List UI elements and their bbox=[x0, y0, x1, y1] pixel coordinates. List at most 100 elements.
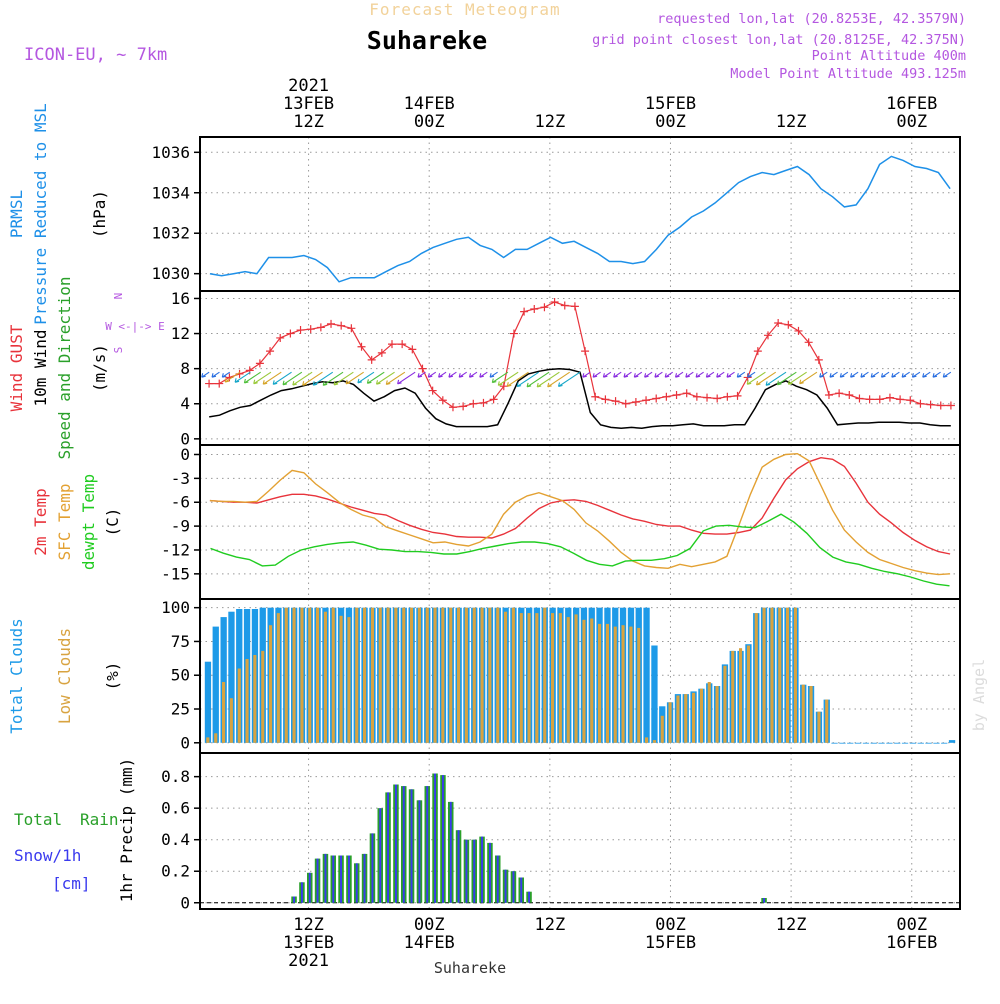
wind-direction-arrow bbox=[312, 371, 334, 386]
low-cloud-bar bbox=[558, 613, 562, 743]
y-tick-label: 75 bbox=[171, 632, 190, 651]
low-cloud-bar bbox=[363, 607, 367, 743]
y-tick-label: 1030 bbox=[151, 264, 190, 283]
total-cloud-bar bbox=[839, 742, 846, 744]
snow-bar bbox=[449, 801, 452, 903]
y-tick-label: 0 bbox=[180, 733, 190, 752]
low-cloud-bar bbox=[222, 682, 226, 743]
gust-marker bbox=[591, 392, 600, 401]
snow-bar bbox=[504, 869, 507, 903]
wind-direction-arrow bbox=[592, 371, 601, 378]
y-tick-label: -3 bbox=[171, 469, 190, 488]
wind-direction-arrow bbox=[654, 371, 663, 378]
panel-frame bbox=[199, 290, 961, 446]
y-tick-label: -6 bbox=[171, 493, 190, 512]
low-cloud-bar bbox=[229, 698, 233, 743]
snow-bar bbox=[348, 855, 350, 903]
snow-unit-label: [cm] bbox=[52, 874, 91, 893]
low-cloud-bar bbox=[801, 684, 805, 743]
low-cloud-bar bbox=[613, 626, 617, 743]
gust-marker bbox=[642, 396, 651, 405]
wind-direction-arrow bbox=[755, 371, 777, 386]
y-tick-label: 4 bbox=[180, 394, 190, 413]
wind-direction-arrow bbox=[375, 371, 395, 385]
top-date-label: 14FEB bbox=[404, 94, 455, 114]
low-cloud-bar bbox=[457, 607, 461, 743]
gust-marker bbox=[662, 392, 671, 401]
pressure-line bbox=[209, 155, 951, 283]
y-tick-label: 0 bbox=[180, 429, 190, 448]
wind-direction-arrow bbox=[211, 371, 220, 378]
low-cloud-bar bbox=[582, 619, 586, 743]
gust-marker bbox=[266, 347, 275, 356]
snow-bar bbox=[340, 855, 342, 903]
wind-direction-arrow bbox=[427, 371, 437, 378]
gust-marker bbox=[357, 342, 366, 351]
bottom-hour-label: 12Z bbox=[776, 915, 807, 935]
snow-bar bbox=[442, 775, 444, 903]
clouds-unit-label: (%) bbox=[103, 662, 122, 691]
gust-marker bbox=[398, 340, 407, 349]
top-year-label: 2021 bbox=[288, 76, 329, 96]
y-tick-label: 0.8 bbox=[161, 767, 190, 786]
snow-bar bbox=[395, 784, 397, 903]
low-cloud-bar bbox=[723, 665, 727, 743]
low-cloud-bar bbox=[394, 607, 398, 743]
low-cloud-bar bbox=[433, 607, 437, 743]
wind-direction-arrow bbox=[385, 371, 406, 386]
wind-direction-arrow bbox=[458, 371, 467, 378]
gust-marker bbox=[499, 382, 508, 391]
top-hour-label: 12Z bbox=[776, 112, 807, 132]
low-cloud-bar bbox=[566, 617, 570, 743]
low-cloud-bar bbox=[347, 617, 351, 743]
top-hour-label: 00Z bbox=[896, 112, 927, 132]
wind-direction-arrow bbox=[516, 371, 540, 388]
wind-direction-arrow bbox=[705, 371, 715, 378]
low-cloud-bar bbox=[746, 645, 750, 743]
y-tick-label: 12 bbox=[171, 324, 190, 343]
gust-marker bbox=[835, 389, 844, 398]
wind-unit-label: (m/s) bbox=[90, 344, 109, 392]
wind-direction-arrow bbox=[506, 371, 529, 387]
wind-direction-arrow bbox=[880, 371, 890, 378]
low-cloud-bar bbox=[292, 607, 296, 743]
total-cloud-bar bbox=[894, 742, 901, 744]
low-cloud-bar bbox=[261, 650, 265, 743]
wind-direction-arrow bbox=[674, 371, 684, 378]
total-cloud-bar bbox=[870, 742, 877, 744]
wind-direction-arrow bbox=[839, 371, 849, 378]
gust-marker bbox=[723, 392, 732, 401]
gust-marker bbox=[764, 331, 772, 340]
snow-bar bbox=[387, 792, 389, 903]
low-cloud-bar bbox=[551, 613, 555, 743]
gust-marker bbox=[520, 307, 529, 316]
snow-bar bbox=[457, 830, 460, 903]
wind-direction-arrow bbox=[322, 371, 344, 386]
snow-bar bbox=[426, 786, 429, 903]
gust-marker bbox=[784, 320, 793, 329]
snow-bar bbox=[434, 773, 436, 903]
gust-marker bbox=[428, 386, 437, 395]
snow-bar bbox=[363, 853, 366, 903]
panel-frame bbox=[199, 136, 961, 292]
low-cloud-bar bbox=[339, 615, 343, 743]
y-tick-label: 16 bbox=[171, 289, 190, 308]
top-hour-label: 12Z bbox=[534, 112, 565, 132]
low-cloud-bar bbox=[323, 611, 327, 743]
wind-speed-line bbox=[209, 367, 951, 430]
snow-bar bbox=[293, 896, 295, 903]
gust-marker bbox=[733, 391, 742, 400]
gust-marker bbox=[448, 403, 457, 412]
wind-direction-arrow bbox=[357, 371, 375, 384]
gust-marker bbox=[530, 304, 539, 313]
pressure-short-label: PRMSL bbox=[7, 190, 26, 238]
wind-direction-arrow bbox=[438, 371, 447, 378]
y-tick-label: 50 bbox=[171, 666, 190, 685]
low-cloud-bar bbox=[269, 625, 273, 743]
low-cloud-bar bbox=[707, 682, 711, 743]
bottom-date-label: 14FEB bbox=[404, 933, 455, 953]
low-cloud-bar bbox=[621, 625, 625, 743]
top-hour-label: 00Z bbox=[414, 112, 445, 132]
low-cloud-bar bbox=[778, 607, 782, 743]
low-clouds-label: Low Clouds bbox=[55, 628, 74, 724]
